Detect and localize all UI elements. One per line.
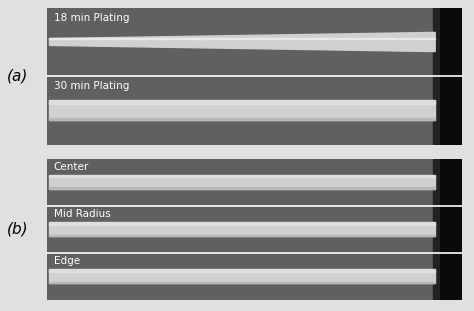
- Bar: [433, 206, 439, 253]
- Bar: [439, 159, 462, 206]
- Bar: [439, 76, 462, 145]
- Bar: [49, 234, 435, 236]
- Text: Edge: Edge: [54, 256, 80, 266]
- Bar: [49, 176, 435, 189]
- Bar: [433, 253, 439, 300]
- Bar: [49, 282, 435, 283]
- Bar: [439, 8, 462, 76]
- Bar: [49, 222, 435, 225]
- Bar: [49, 101, 435, 120]
- Bar: [49, 223, 435, 236]
- Bar: [49, 175, 435, 178]
- Text: Mid Radius: Mid Radius: [54, 209, 110, 219]
- Bar: [49, 38, 435, 39]
- Text: (a): (a): [7, 69, 28, 84]
- Bar: [433, 159, 439, 206]
- Bar: [49, 269, 435, 272]
- Text: 30 min Plating: 30 min Plating: [54, 81, 129, 91]
- Bar: [439, 206, 462, 253]
- Text: (b): (b): [7, 222, 29, 237]
- Bar: [49, 100, 435, 104]
- Bar: [49, 188, 435, 189]
- Text: 18 min Plating: 18 min Plating: [54, 12, 129, 23]
- Bar: [439, 253, 462, 300]
- Polygon shape: [49, 32, 435, 52]
- Bar: [433, 8, 439, 76]
- Bar: [49, 270, 435, 283]
- Bar: [49, 118, 435, 120]
- Bar: [433, 76, 439, 145]
- Text: Center: Center: [54, 162, 89, 172]
